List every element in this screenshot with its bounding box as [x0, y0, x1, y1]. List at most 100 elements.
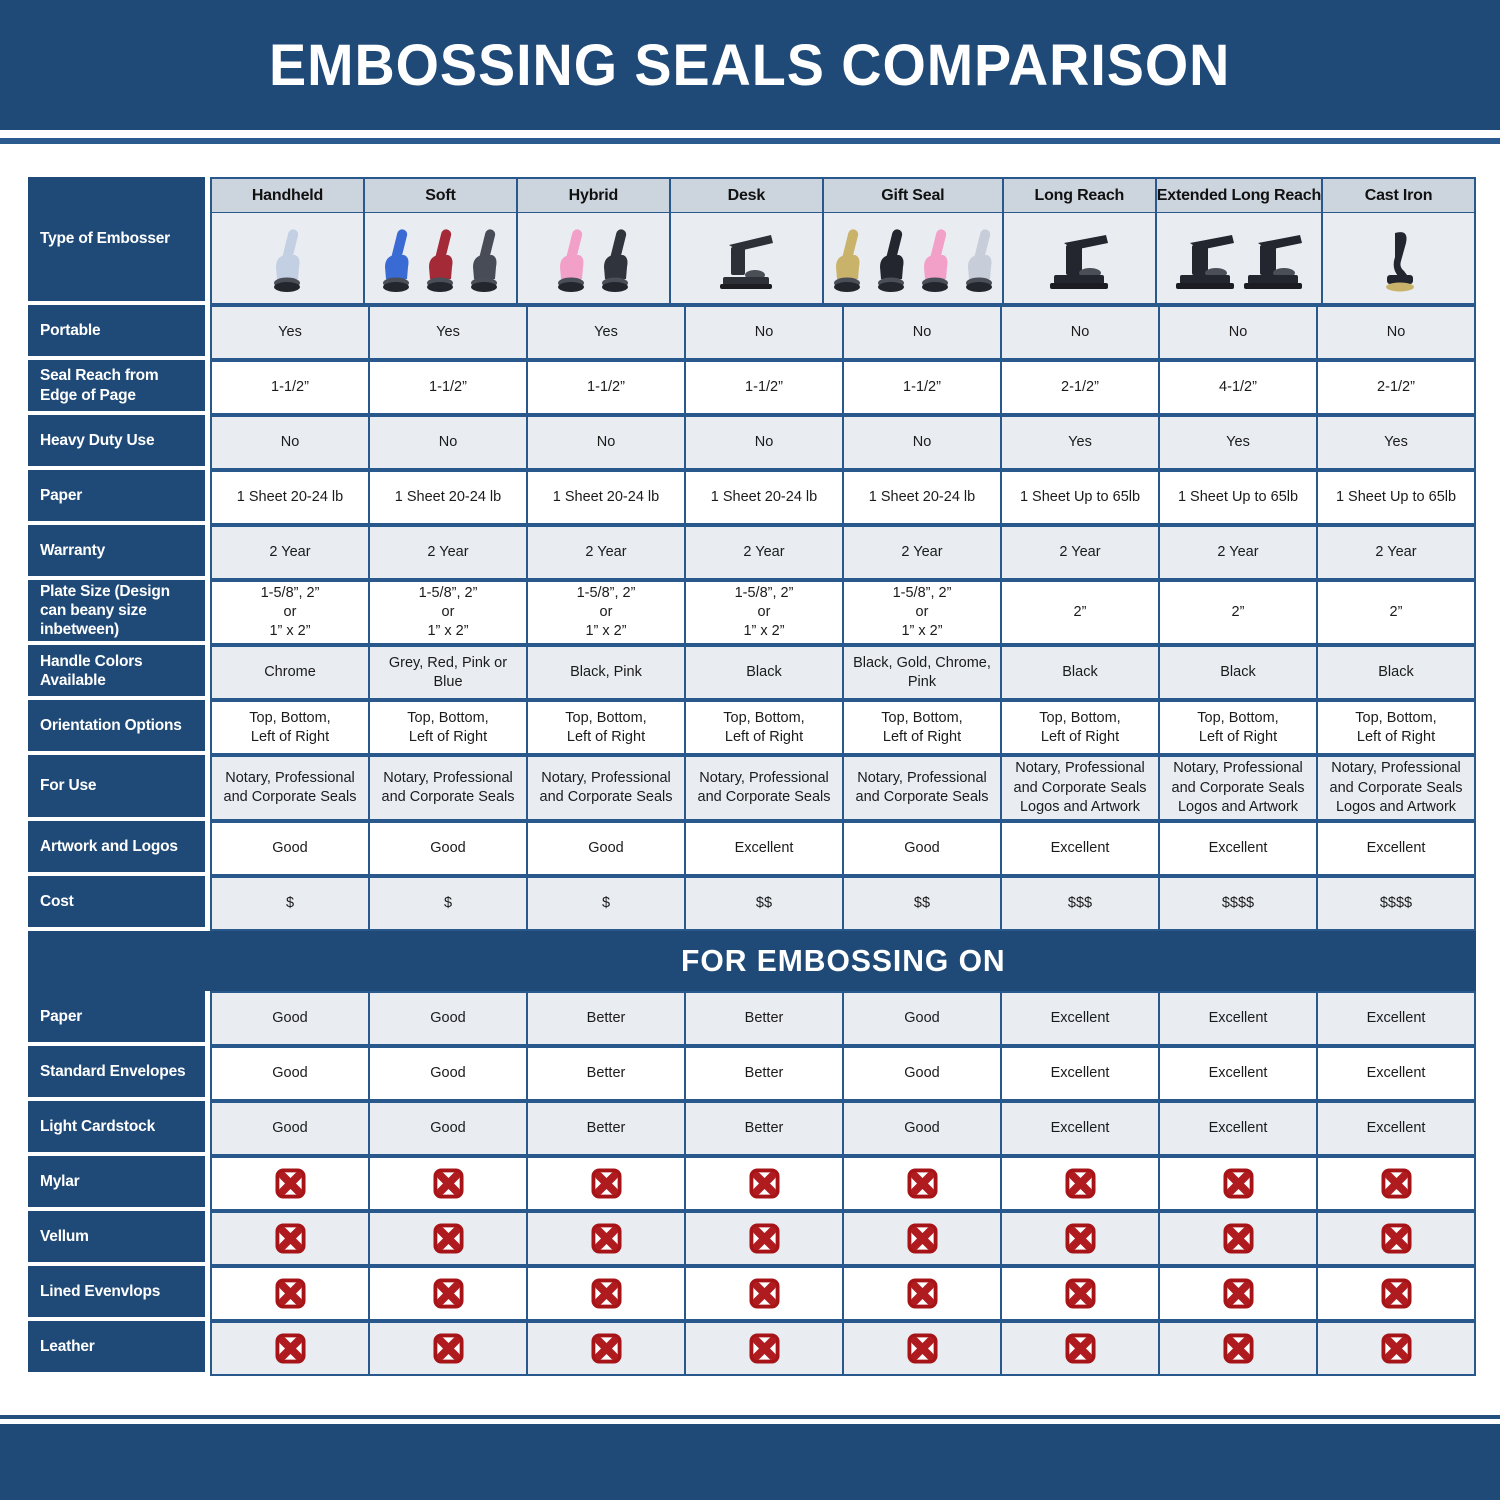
table-cell: No: [843, 306, 1001, 359]
table-cell: Excellent: [1159, 821, 1317, 875]
divider-stripe: [0, 130, 1500, 138]
table-row: Portable Yes Yes Yes No No No No No: [28, 305, 1476, 360]
not-suitable-icon: [1064, 1278, 1096, 1309]
not-suitable-icon: [1380, 1223, 1412, 1254]
table-cell: Notary, Professional and Corporate Seals…: [1317, 756, 1475, 820]
row-cells: No No No No No Yes Yes Yes: [210, 415, 1476, 470]
table-cell: 2 Year: [685, 526, 843, 579]
table-cell: 1 Sheet 20-24 lb: [369, 471, 527, 524]
table-row: Cost $ $ $ $$ $$ $$$ $$$$ $$$$: [28, 875, 1476, 931]
embosser-image: [471, 229, 498, 292]
not-suitable-icon: [590, 1333, 622, 1364]
embosser-image: [427, 229, 454, 292]
table-cell: Top, Bottom, Left of Right: [843, 701, 1001, 755]
table-cell-not-suitable: [369, 1211, 527, 1265]
embosser-image: [1050, 235, 1109, 289]
row-cells: [210, 1210, 1476, 1266]
table-cell: Excellent: [1159, 991, 1317, 1045]
table-cell-not-suitable: [211, 1156, 369, 1210]
title-banner: EMBOSSING SEALS COMPARISON: [0, 0, 1500, 130]
embosser-image: [720, 235, 774, 289]
row-cells: Notary, Professional and Corporate Seals…: [210, 755, 1476, 821]
row-label: Leather: [28, 1320, 205, 1376]
table-cell: No: [369, 416, 527, 469]
header-column: Handheld: [211, 178, 364, 304]
table-cell-not-suitable: [1001, 1321, 1159, 1375]
row-cells: 1-5/8”, 2” or 1” x 2” 1-5/8”, 2” or 1” x …: [210, 580, 1476, 646]
table-row: Vellum: [28, 1210, 1476, 1266]
table-row: Lined Evenvlops: [28, 1265, 1476, 1321]
table-cell: Excellent: [1317, 1046, 1475, 1100]
row-cells: 2 Year 2 Year 2 Year 2 Year 2 Year 2 Year 2 Ye…: [210, 525, 1476, 580]
row-cells: [210, 1155, 1476, 1211]
type-of-embosser-label: Type of Embosser: [28, 177, 205, 305]
table-cell: Excellent: [1001, 821, 1159, 875]
table-cell: Top, Bottom, Left of Right: [1317, 701, 1475, 755]
footer-divider-stripe: [0, 1419, 1500, 1424]
table-cell: Better: [685, 1046, 843, 1100]
table-cell-not-suitable: [843, 1156, 1001, 1210]
header-column: Extended Long Reach: [1155, 178, 1323, 304]
table-cell: $$$$: [1159, 876, 1317, 930]
table-row: Seal Reach from Edge of Page 1-1/2” 1-1/2”…: [28, 360, 1476, 415]
table-cell-not-suitable: [527, 1211, 685, 1265]
row-cells: Top, Bottom, Left of Right Top, Bottom, L…: [210, 700, 1476, 756]
table-row: Leather: [28, 1320, 1476, 1376]
column-title: Desk: [670, 179, 822, 213]
table-cell-not-suitable: [1001, 1156, 1159, 1210]
row-label: Vellum: [28, 1210, 205, 1266]
table-cell: Chrome: [211, 646, 369, 700]
section-band-title: FOR EMBOSSING ON: [680, 942, 1006, 978]
table-cell: Yes: [527, 306, 685, 359]
not-suitable-icon: [432, 1278, 464, 1309]
table-cell: 1-5/8”, 2” or 1” x 2”: [527, 581, 685, 645]
handheld-embosser-image: [212, 213, 363, 303]
table-cell: 1-1/2”: [843, 361, 1001, 414]
column-title: Extended Long Reach: [1156, 179, 1321, 213]
table-cell: No: [527, 416, 685, 469]
table-cell: Top, Bottom, Left of Right: [211, 701, 369, 755]
table-cell: Yes: [211, 306, 369, 359]
extended-long-reach-embosser-image: [1156, 213, 1322, 303]
column-title: Hybrid: [517, 179, 669, 213]
cast-iron-embosser-image: [1323, 213, 1474, 303]
table-cell-not-suitable: [369, 1266, 527, 1320]
table-cell-not-suitable: [369, 1321, 527, 1375]
table-cell: Good: [211, 1101, 369, 1155]
row-label: Seal Reach from Edge of Page: [28, 360, 205, 415]
table-cell-not-suitable: [1317, 1156, 1475, 1210]
table-cell: 1 Sheet Up to 65lb: [1159, 471, 1317, 524]
table-cell: Notary, Professional and Corporate Seals: [369, 756, 527, 820]
table-cell: Good: [843, 1046, 1001, 1100]
table-cell: Good: [843, 991, 1001, 1045]
not-suitable-icon: [748, 1223, 780, 1254]
table-cell: Better: [685, 1101, 843, 1155]
table-cell: Excellent: [1317, 821, 1475, 875]
table-cell: Grey, Red, Pink or Blue: [369, 646, 527, 700]
table-cell: Top, Bottom, Left of Right: [369, 701, 527, 755]
not-suitable-icon: [1222, 1223, 1254, 1254]
table-cell-not-suitable: [369, 1156, 527, 1210]
table-cell: $$$$: [1317, 876, 1475, 930]
table-cell: 1 Sheet 20-24 lb: [211, 471, 369, 524]
table-cell: Better: [527, 1046, 685, 1100]
not-suitable-icon: [906, 1223, 938, 1254]
not-suitable-icon: [906, 1333, 938, 1364]
embosser-image: [602, 229, 629, 292]
table-cell-not-suitable: [1159, 1211, 1317, 1265]
header-column: Desk: [669, 178, 823, 304]
table-cell-not-suitable: [685, 1266, 843, 1320]
long-reach-embosser-image: [1003, 213, 1155, 303]
header-row: Type of Embosser Handheld Soft Hybrid De…: [28, 177, 1476, 305]
table-cell: No: [843, 416, 1001, 469]
table-cell: Black, Gold, Chrome, Pink: [843, 646, 1001, 700]
table-cell: No: [1317, 306, 1475, 359]
table-cell: Notary, Professional and Corporate Seals…: [1159, 756, 1317, 820]
table-cell: No: [1159, 306, 1317, 359]
table-cell: 2 Year: [1001, 526, 1159, 579]
not-suitable-icon: [1380, 1168, 1412, 1199]
table-cell: Good: [369, 1046, 527, 1100]
table-cell: 2 Year: [369, 526, 527, 579]
table-cell: Top, Bottom, Left of Right: [1159, 701, 1317, 755]
table-row: Orientation Options Top, Bottom, Left of …: [28, 700, 1476, 756]
